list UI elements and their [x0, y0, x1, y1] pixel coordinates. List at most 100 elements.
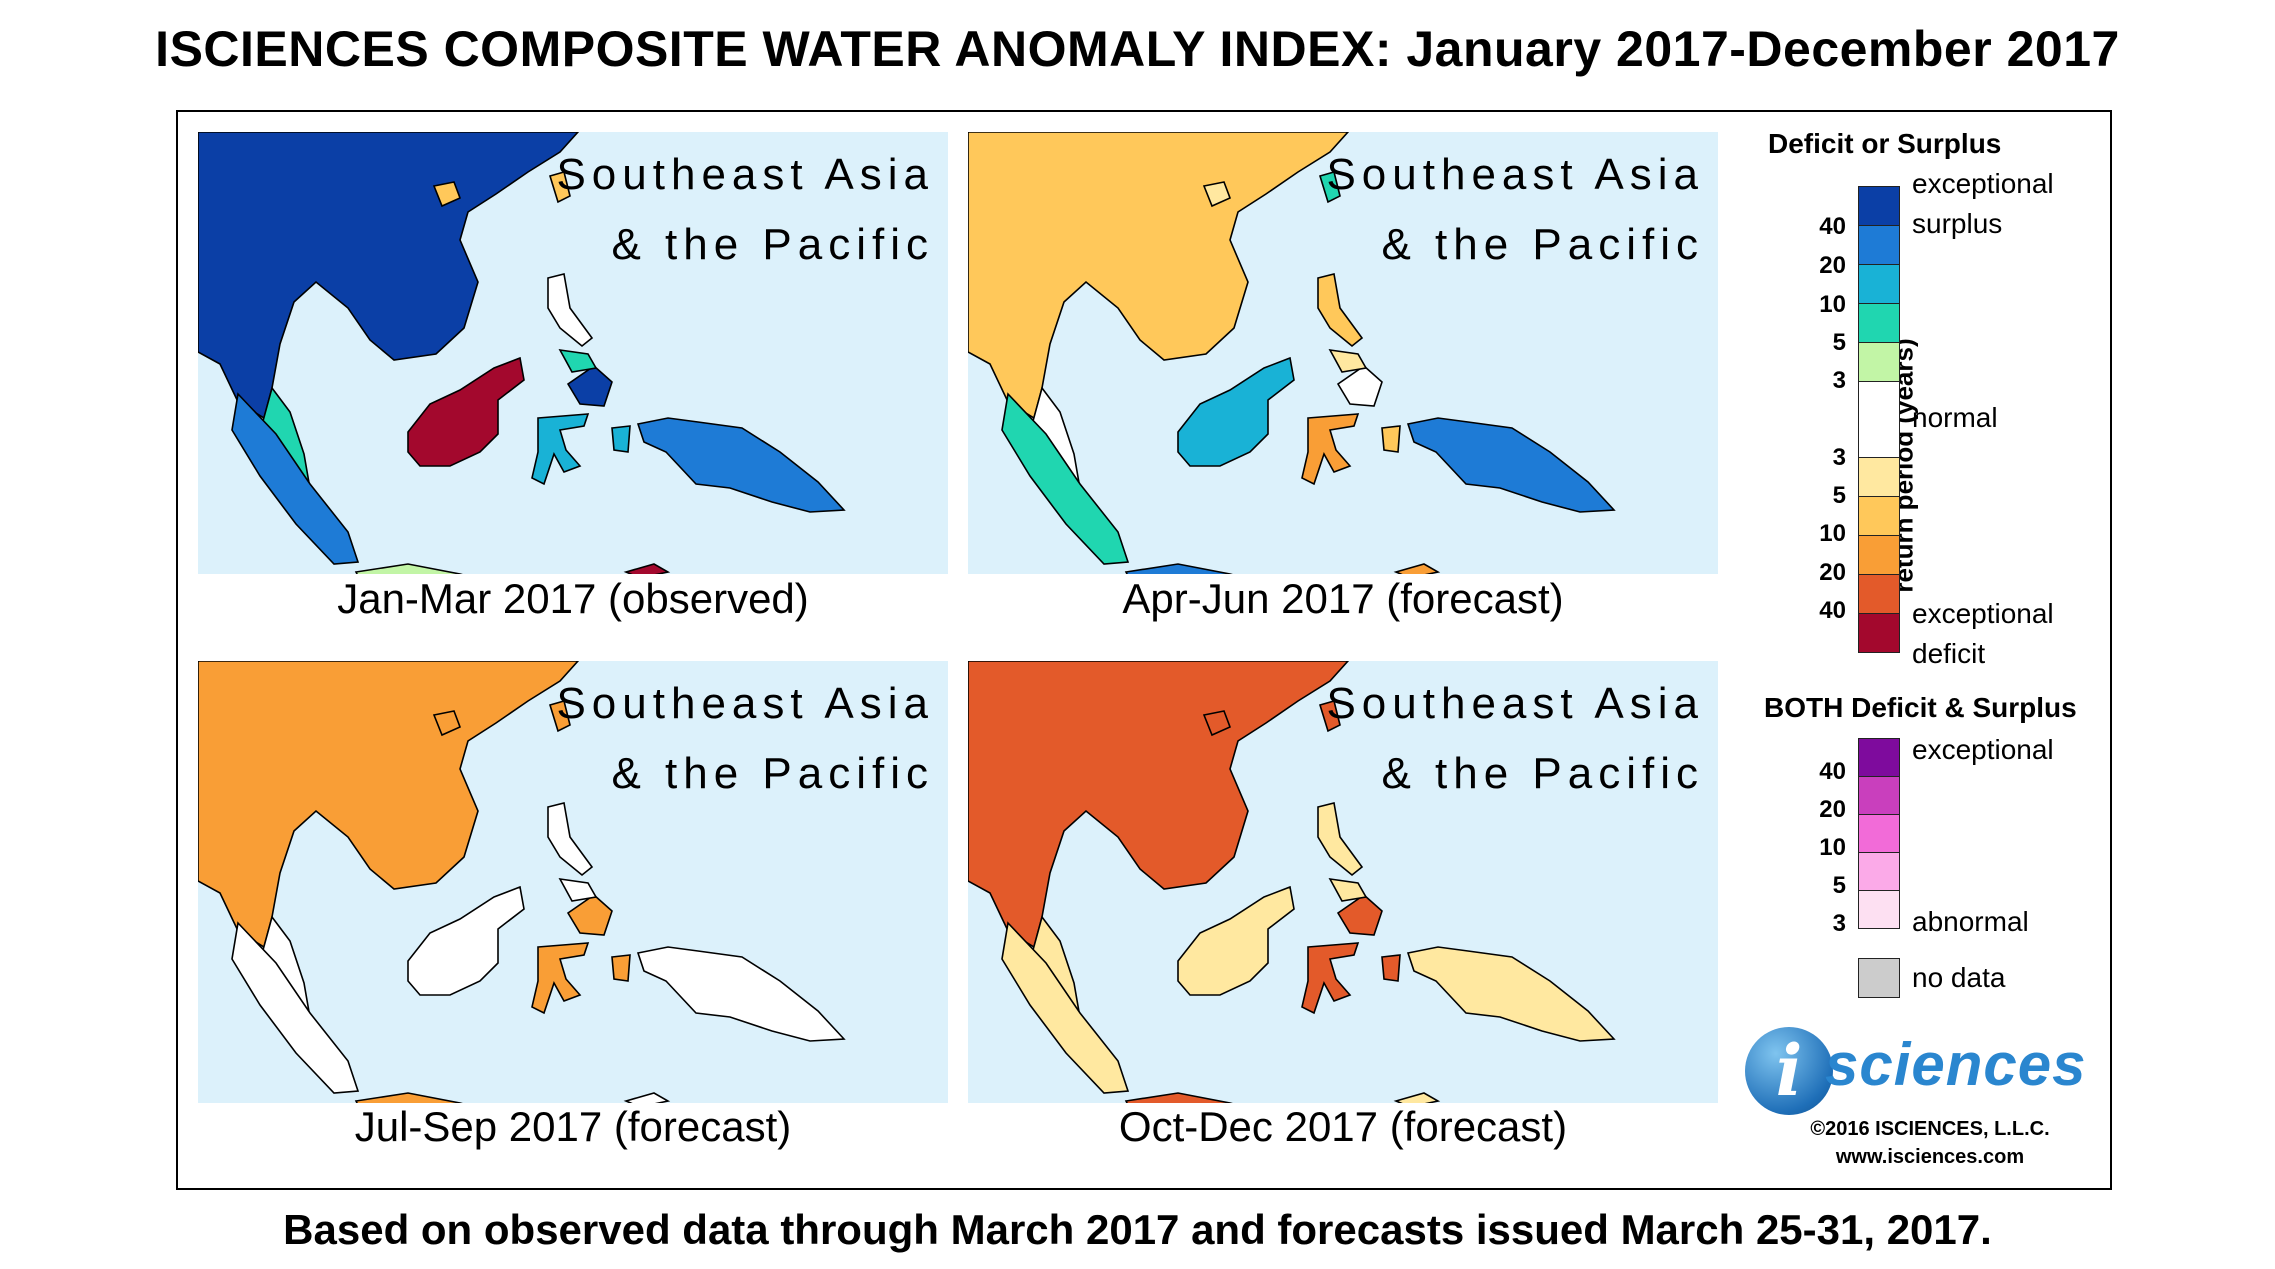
timor: [1393, 563, 1441, 574]
hainan: [432, 181, 462, 208]
taiwan: [1318, 171, 1341, 204]
new-guinea: [636, 946, 846, 1042]
legend-swatch-deficit-3: [1858, 457, 1900, 497]
visayas: [1328, 877, 1368, 902]
copyright-text: ©2016 ISCIENCES, L.L.C.: [1810, 1118, 2050, 1140]
figure-frame: [176, 110, 2112, 1190]
region-label: Southeast Asia & the Pacific: [556, 150, 934, 269]
visayas: [558, 877, 598, 902]
hainan: [432, 710, 462, 737]
legend-heading-both: BOTH Deficit & Surplus: [1764, 692, 2077, 723]
region-label: Southeast Asia & the Pacific: [1326, 679, 1704, 798]
sulawesi: [531, 942, 590, 1015]
map-panel-jan-mar: Southeast Asia & the Pacific: [198, 132, 948, 574]
java: [1124, 1092, 1233, 1103]
anomaly-map: [198, 132, 846, 574]
new-guinea: [636, 417, 846, 513]
java: [1124, 563, 1233, 574]
legend-swatch-surplus-3: [1858, 342, 1900, 382]
maluku: [1381, 425, 1401, 453]
map-title: ISCIENCES COMPOSITE WATER ANOMALY INDEX:…: [155, 21, 2120, 77]
legend-label-no-data: no data: [1912, 962, 2006, 993]
borneo: [407, 885, 525, 996]
isciences-logo: i sciences: [1745, 1022, 2095, 1122]
anomaly-map: [968, 661, 1616, 1103]
legend-swatch-both-10: [1858, 814, 1900, 853]
legend-swatch-both-5: [1858, 852, 1900, 891]
legend-label-exceptional-deficit: exceptional: [1912, 598, 2054, 629]
luzon: [1317, 273, 1364, 348]
timor: [623, 1092, 671, 1103]
map-panel-oct-dec: Southeast Asia & the Pacific: [968, 661, 1718, 1103]
sulawesi: [531, 413, 590, 486]
legend-swatch-normal: [1858, 381, 1900, 458]
legend-tick: 40: [1819, 597, 1846, 624]
legend-swatch-surplus-10: [1858, 264, 1900, 304]
maluku: [611, 425, 631, 453]
legend-swatch-deficit-5: [1858, 496, 1900, 536]
legend-tick: 3: [1832, 910, 1846, 937]
luzon: [1317, 802, 1364, 877]
new-guinea: [1406, 946, 1616, 1042]
hainan: [1202, 710, 1232, 737]
sumatra: [1001, 392, 1130, 565]
visayas: [558, 348, 598, 373]
legend-tick: 20: [1819, 252, 1846, 279]
region-label: Southeast Asia & the Pacific: [1326, 150, 1704, 269]
legend-tick: 40: [1819, 758, 1846, 785]
anomaly-map: [198, 661, 846, 1103]
legend-label-exceptional-surplus: exceptional: [1912, 168, 2054, 199]
legend-swatch-surplus-20: [1858, 225, 1900, 265]
legend-swatch-deficit-10: [1858, 535, 1900, 575]
legend-swatch-deficit-20: [1858, 574, 1900, 614]
legend-tick: 10: [1819, 520, 1846, 547]
borneo: [407, 356, 525, 467]
luzon: [547, 802, 594, 877]
region-label: Southeast Asia & the Pacific: [556, 679, 934, 798]
java: [354, 1092, 463, 1103]
website-text: www.isciences.com: [1835, 1146, 2025, 1168]
legend-swatch-surplus-5: [1858, 303, 1900, 343]
sumatra: [1001, 921, 1130, 1094]
legend-label-exceptional-both: exceptional: [1912, 734, 2054, 765]
map-panel-apr-jun: Southeast Asia & the Pacific: [968, 132, 1718, 574]
legend-swatch-no-data: [1858, 958, 1900, 998]
footer-note: Based on observed data through March 201…: [283, 1206, 1992, 1253]
legend-swatch-both-3: [1858, 890, 1900, 929]
legend-label-normal: normal: [1912, 402, 1998, 433]
legend-tick: 20: [1819, 796, 1846, 823]
sulawesi: [1301, 413, 1360, 486]
panel-caption-jul-sep: Jul-Sep 2017 (forecast): [354, 1103, 792, 1150]
legend-swatch-deficit-40: [1858, 613, 1900, 653]
sumatra: [231, 921, 360, 1094]
legend-tick: 3: [1832, 444, 1846, 471]
legend-tick: 5: [1832, 329, 1846, 356]
legend-label-abnormal: abnormal: [1912, 906, 2029, 937]
taiwan: [1318, 700, 1341, 733]
borneo: [1177, 356, 1295, 467]
legend-tick: 5: [1832, 482, 1846, 509]
taiwan: [548, 171, 571, 204]
map-panel-jul-sep: Southeast Asia & the Pacific: [198, 661, 948, 1103]
java: [354, 563, 463, 574]
timor: [1393, 1092, 1441, 1103]
luzon: [547, 273, 594, 348]
legend-swatch-both-40: [1858, 738, 1900, 777]
sumatra: [231, 392, 360, 565]
legend-label-surplus: surplus: [1912, 208, 2003, 239]
legend-swatch-surplus-40: [1858, 186, 1900, 226]
legend-heading-deficit-surplus: Deficit or Surplus: [1768, 128, 2002, 159]
taiwan: [548, 700, 571, 733]
legend-swatch-both-20: [1858, 776, 1900, 815]
panel-caption-oct-dec: Oct-Dec 2017 (forecast): [1118, 1103, 1568, 1150]
legend-label-deficit: deficit: [1912, 638, 1986, 669]
visayas: [1328, 348, 1368, 373]
logo-mark: i: [1745, 1027, 1833, 1115]
maluku: [1381, 954, 1401, 982]
borneo: [1177, 885, 1295, 996]
new-guinea: [1406, 417, 1616, 513]
sulawesi: [1301, 942, 1360, 1015]
panel-caption-jan-mar: Jan-Mar 2017 (observed): [337, 575, 809, 622]
panel-caption-apr-jun: Apr-Jun 2017 (forecast): [1122, 575, 1564, 622]
maluku: [611, 954, 631, 982]
